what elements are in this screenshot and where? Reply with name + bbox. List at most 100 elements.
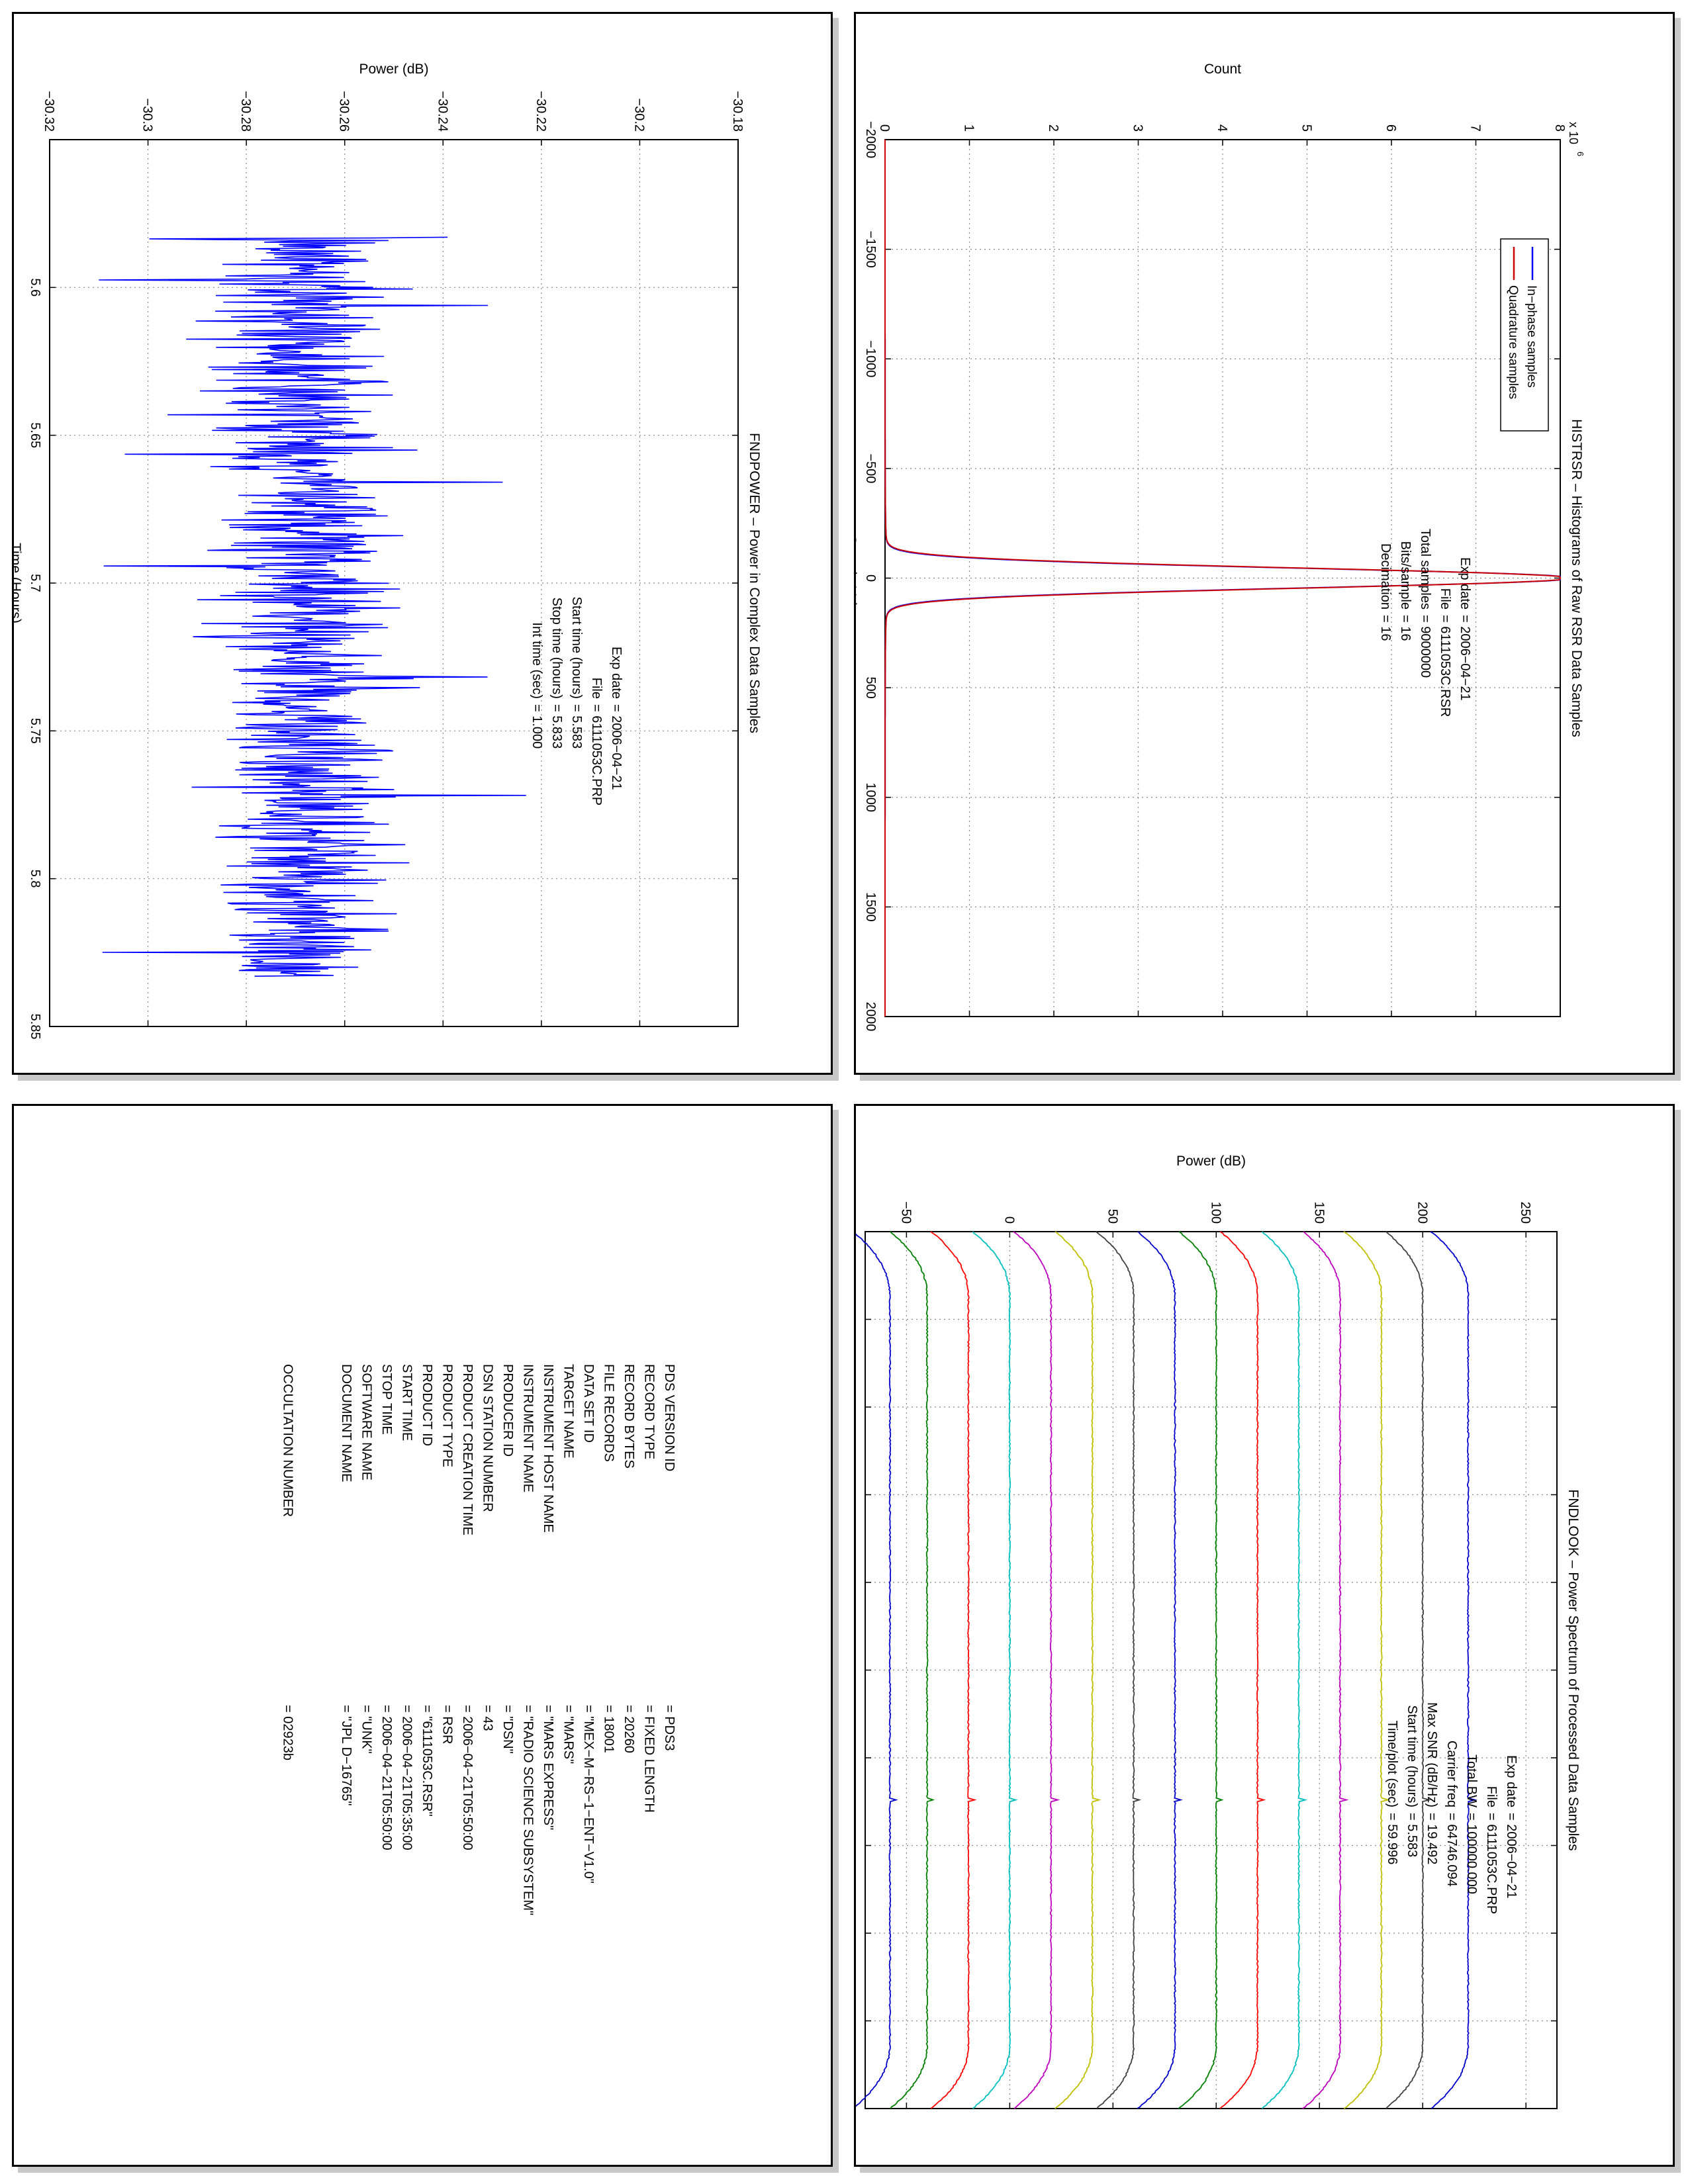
label-value: = FIXED LENGTH: [642, 1705, 657, 1813]
y-tick-label: 0: [877, 124, 892, 132]
info-value: = 64746.094: [1444, 1813, 1459, 1887]
x-tick-label: 5.8: [28, 870, 42, 888]
label-value: = 20260: [622, 1705, 636, 1753]
pds-label-sheet: PDS VERSION ID = PDS3 RECORD TYPE = FIXED L…: [281, 1364, 677, 1915]
info-value: = 1.000: [530, 704, 544, 749]
x-tick-label: 5.75: [28, 718, 42, 744]
legend-entry: Quadrature samples: [1506, 285, 1520, 399]
plot-frame: [49, 139, 739, 1027]
y-axis-label: Count: [1204, 62, 1241, 77]
y-axis-exponent-sup: 6: [1575, 152, 1585, 156]
y-tick-label: −30.3: [140, 98, 155, 132]
spectrum-series-line: [1430, 1231, 1477, 2109]
label-value: = 2006−04−21T05:50:00: [379, 1705, 394, 1850]
y-tick-label: 250: [1518, 1202, 1532, 1224]
info-label: Int time (sec): [530, 622, 544, 699]
info-label: Decimation: [1378, 543, 1393, 610]
info-label: Start time (hours): [1405, 1706, 1419, 1807]
x-tick-label: −1500: [863, 231, 878, 268]
panel-fndpower: 5.6 5.65 5.7 5.75 5.8 5.85 −30.32 −30.3 −30.28 −3…: [12, 12, 833, 1075]
x-tick-label: −2000: [863, 121, 878, 158]
chart-histrsr: −2000 −1500 −1000 −500 0 500 1000 1500 2000 0 1 2 3 4…: [856, 62, 1585, 1032]
x-tick-label: 3: [856, 1491, 858, 1498]
spectrum-series-line: [856, 1231, 898, 2109]
label-value: = "RADIO SCIENCE SUBSYSTEM": [521, 1705, 536, 1915]
label-value: = 2006−04−21T05:50:00: [460, 1705, 475, 1850]
spectrum-series-line: [1301, 1231, 1349, 2109]
info-label: Max SNR (dB/Hz): [1425, 1702, 1439, 1807]
y-tick-label: −30.26: [337, 91, 352, 132]
label-key: PDS VERSION ID: [662, 1364, 677, 1471]
label-value: = "MARS": [561, 1705, 576, 1764]
x-tick-label: 10: [856, 2101, 858, 2116]
x-tick-label: −500: [863, 453, 878, 483]
x-tick-label: 1: [856, 1316, 858, 1323]
spectrum-series-line: [1013, 1231, 1060, 2109]
info-value: = 16: [1378, 615, 1393, 641]
label-value: = RSR: [440, 1705, 455, 1744]
info-label: File: [589, 678, 604, 699]
y-axis-label: Power (dB): [359, 62, 428, 77]
info-value: = 9000000: [1418, 615, 1432, 678]
chart-fndpower: 5.6 5.65 5.7 5.75 5.8 5.85 −30.32 −30.3 −30.28 −3…: [14, 62, 762, 1040]
x-tick-label: 0: [856, 1228, 858, 1235]
info-value: = 6111053C.PRP: [589, 704, 604, 805]
label-value: = 18001: [602, 1705, 616, 1753]
spectrum-series-line: [1096, 1231, 1142, 2109]
x-tick-label: 5.85: [28, 1014, 42, 1040]
x-tick-label: 0: [863, 574, 878, 582]
info-value: = 2006−04−21: [609, 704, 624, 790]
info-value: = 6111053C.PRP: [1484, 1813, 1499, 1914]
x-tick-label: 5.6: [28, 278, 42, 296]
info-label: Exp date: [1504, 1755, 1519, 1807]
label-key: DATA SET ID: [581, 1364, 596, 1443]
y-tick-label: −30.18: [730, 91, 745, 132]
spectrum-series-line: [1219, 1231, 1266, 2109]
spectrum-series-line: [1343, 1231, 1391, 2109]
y-axis-label: Power (dB): [1176, 1154, 1246, 1169]
y-tick-label: 6: [1383, 124, 1398, 132]
info-value: = 5.583: [1405, 1813, 1419, 1857]
y-tick-label: 3: [1131, 124, 1145, 132]
info-label: Total BW: [1464, 1754, 1479, 1807]
info-label: Bits/sample: [1398, 541, 1413, 610]
label-key: OCCULTATION NUMBER: [281, 1364, 295, 1517]
label-key: FILE RECORDS: [602, 1364, 616, 1462]
y-tick-label: −30.22: [534, 91, 548, 132]
y-tick-label: 5: [1299, 124, 1314, 132]
label-key: DSN STATION NUMBER: [481, 1364, 495, 1512]
legend-box: [1500, 238, 1549, 432]
label-value: = PDS3: [662, 1705, 677, 1751]
info-label: Stop time (hours): [549, 598, 564, 699]
label-value: = "UNK": [359, 1705, 374, 1754]
chart-fndlook: 0 1 2 3 4 5 6 7 8 9 10 −50 0 50 100 150 200 250 FNDLOOK – …: [856, 1154, 1581, 2116]
y-tick-label: 2: [1046, 124, 1060, 132]
spectrum-series-line: [1261, 1231, 1308, 2109]
label-value: = 43: [481, 1705, 495, 1731]
spectrum-series-line: [972, 1231, 1018, 2109]
spectrum-series-line: [1137, 1231, 1183, 2109]
info-label: Total samples: [1418, 529, 1432, 610]
x-tick-label: 2000: [863, 1002, 878, 1032]
spectrum-series-line: [890, 1231, 935, 2109]
label-key: PRODUCT ID: [420, 1364, 434, 1446]
y-tick-label: −50: [898, 1201, 913, 1224]
info-value: = 59.996: [1385, 1813, 1399, 1864]
info-value: = 19.492: [1425, 1813, 1439, 1864]
label-value: = 02923b: [281, 1705, 295, 1760]
label-key: START TIME: [400, 1364, 414, 1441]
info-label: Carrier freq: [1444, 1741, 1459, 1807]
x-tick-label: 6: [856, 1754, 858, 1761]
x-tick-label: 1000: [863, 783, 878, 813]
label-key: PRODUCT TYPE: [440, 1364, 455, 1467]
y-tick-label: −30.24: [435, 91, 449, 132]
x-axis-label: Sample Value: [856, 535, 859, 621]
label-value: = "MARS EXPRESS": [541, 1705, 555, 1830]
chart-title: HISTRSR – Histograms of Raw RSR Data Sam…: [1569, 419, 1584, 737]
y-axis-exponent: x 10: [1567, 122, 1580, 144]
info-label: Time/plot (sec): [1385, 1720, 1399, 1807]
label-value: = 2006−04−21T05:35:00: [400, 1705, 414, 1850]
label-key: RECORD BYTES: [622, 1364, 636, 1469]
x-tick-label: 1500: [863, 892, 878, 922]
info-value: = 100000.000: [1464, 1813, 1479, 1894]
